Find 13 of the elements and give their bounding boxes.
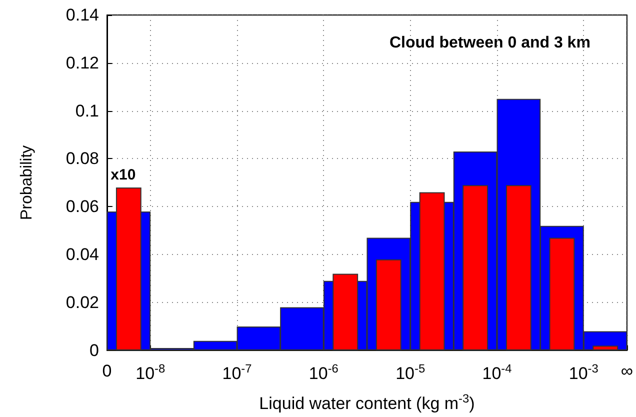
- text: Cloud between 0 and 3 km: [389, 34, 590, 52]
- y-tick-label: 0.1: [75, 101, 99, 120]
- y-tick-label: 0: [90, 340, 99, 360]
- annotation: x10: [110, 166, 136, 184]
- y-tick-label: 0.02: [66, 292, 99, 312]
- y-tick-label: 0.08: [66, 149, 99, 168]
- y-tick-label: 0.06: [66, 197, 99, 216]
- y-tick-label: 0.14: [66, 6, 99, 24]
- y-tick-label: 0.04: [66, 245, 99, 264]
- y-axis-title: Probability: [18, 145, 36, 220]
- x-tick-label: ∞: [620, 361, 634, 380]
- y-tick-label: 0.12: [66, 53, 99, 72]
- x-tick-label: 0: [102, 361, 112, 380]
